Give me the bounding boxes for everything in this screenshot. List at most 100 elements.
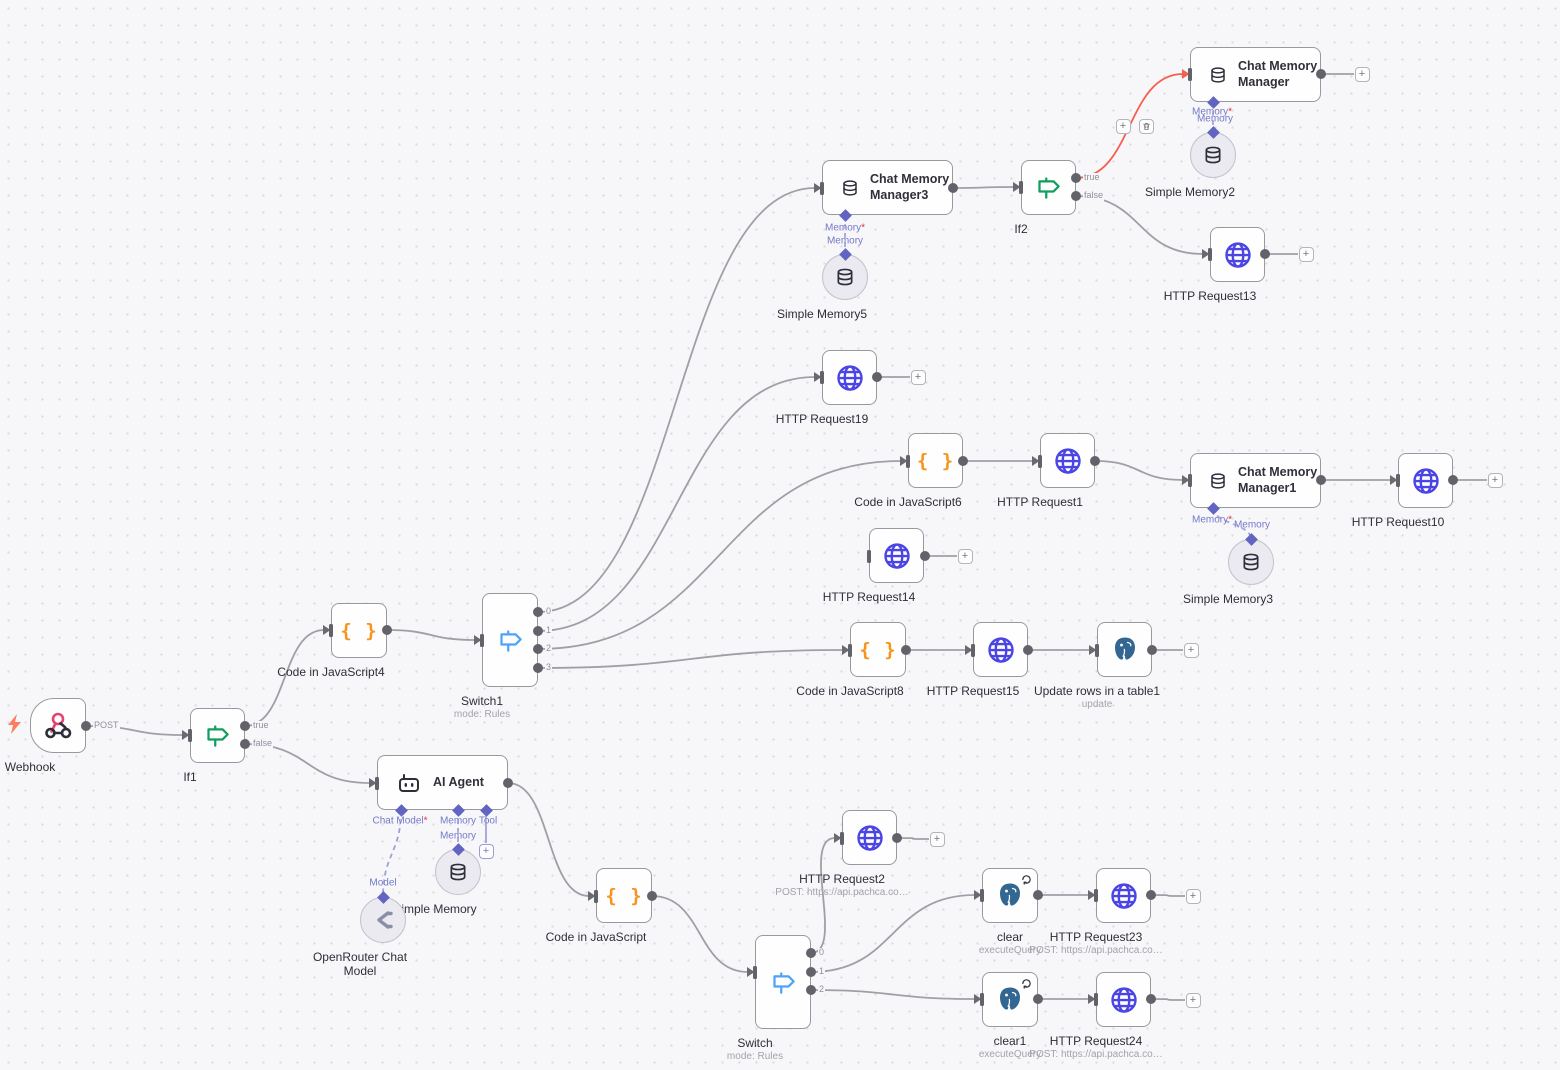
input-port[interactable] (1094, 888, 1098, 902)
input-port[interactable] (1019, 180, 1023, 194)
connection[interactable] (537, 376, 816, 632)
input-port[interactable] (1396, 473, 1400, 487)
output-port[interactable] (920, 551, 930, 561)
output-port[interactable] (1071, 173, 1081, 183)
node-agent-body[interactable]: AI Agent (377, 755, 508, 810)
output-port[interactable] (806, 948, 816, 958)
connection[interactable] (507, 782, 590, 897)
output-port[interactable] (1147, 645, 1157, 655)
connection[interactable] (537, 460, 902, 650)
add-node-button[interactable]: + (929, 831, 945, 847)
add-node-button[interactable]: + (1183, 642, 1199, 658)
input-port[interactable] (906, 454, 910, 468)
input-port[interactable] (820, 181, 824, 195)
input-port[interactable] (1208, 247, 1212, 261)
node-code4-body[interactable]: { } (331, 603, 387, 658)
node-req24-body[interactable] (1096, 972, 1151, 1027)
node-req10-body[interactable] (1398, 453, 1453, 508)
connection[interactable] (810, 894, 976, 973)
input-port[interactable] (980, 888, 984, 902)
node-openrouter-body[interactable] (360, 897, 406, 943)
output-port[interactable] (503, 778, 513, 788)
node-webhook-body[interactable] (30, 698, 86, 753)
connection[interactable] (244, 629, 325, 727)
output-port[interactable] (1090, 456, 1100, 466)
add-node-button[interactable]: + (910, 369, 926, 385)
input-port[interactable] (971, 643, 975, 657)
connection[interactable] (85, 725, 184, 736)
output-port[interactable] (892, 833, 902, 843)
ai-connection[interactable] (1212, 507, 1252, 540)
node-switch1-body[interactable] (482, 593, 538, 687)
output-port[interactable] (1023, 645, 1033, 655)
node-update1-body[interactable] (1097, 622, 1152, 677)
output-port[interactable] (948, 183, 958, 193)
input-port[interactable] (1188, 473, 1192, 487)
output-port[interactable] (1033, 994, 1043, 1004)
connection[interactable] (651, 895, 749, 973)
node-clear1-body[interactable] (982, 972, 1038, 1027)
connection[interactable] (1075, 195, 1204, 255)
node-req14-body[interactable] (869, 528, 924, 583)
connection[interactable] (810, 989, 976, 1000)
node-sm-body[interactable] (435, 849, 481, 895)
node-req13-body[interactable] (1210, 227, 1265, 282)
input-port[interactable] (188, 728, 192, 742)
output-port[interactable] (872, 372, 882, 382)
node-req2-body[interactable] (842, 810, 897, 865)
output-port[interactable] (647, 891, 657, 901)
output-port[interactable] (806, 967, 816, 977)
connection[interactable] (244, 743, 371, 784)
output-port[interactable] (533, 644, 543, 654)
node-cmm3-body[interactable]: Chat Memory Manager3 (822, 160, 953, 215)
output-port[interactable] (1071, 191, 1081, 201)
add-node-button[interactable]: + (1298, 246, 1314, 262)
add-node-button[interactable]: + (1354, 66, 1370, 82)
connection[interactable] (1094, 460, 1184, 481)
connection[interactable] (952, 186, 1015, 189)
output-port[interactable] (1316, 475, 1326, 485)
output-port[interactable] (1448, 475, 1458, 485)
input-port[interactable] (867, 549, 871, 563)
output-port[interactable] (533, 607, 543, 617)
add-tool-button[interactable]: + (478, 843, 494, 859)
node-switch0-body[interactable] (755, 935, 811, 1029)
node-code6-body[interactable]: { } (908, 433, 963, 488)
output-port[interactable] (240, 721, 250, 731)
connection[interactable] (537, 649, 844, 669)
input-port[interactable] (375, 776, 379, 790)
connection[interactable] (810, 837, 836, 954)
node-code8-body[interactable]: { } (850, 622, 906, 677)
node-req15-body[interactable] (973, 622, 1028, 677)
input-port[interactable] (1038, 454, 1042, 468)
output-port[interactable] (1316, 69, 1326, 79)
add-node-button[interactable]: + (1185, 992, 1201, 1008)
add-node-button[interactable]: + (1185, 888, 1201, 904)
delete-connection-button[interactable] (1138, 118, 1154, 134)
input-port[interactable] (329, 623, 333, 637)
output-port[interactable] (1033, 890, 1043, 900)
connection[interactable] (896, 837, 930, 840)
output-port[interactable] (382, 625, 392, 635)
ai-connection[interactable] (382, 809, 402, 898)
node-req1-body[interactable] (1040, 433, 1095, 488)
node-if2-body[interactable] (1021, 160, 1076, 215)
node-sm3-body[interactable] (1228, 539, 1274, 585)
output-port[interactable] (1260, 249, 1270, 259)
node-clear-body[interactable] (982, 868, 1038, 923)
node-cmm-body[interactable]: Chat Memory Manager (1190, 47, 1321, 102)
output-port[interactable] (1146, 890, 1156, 900)
node-req19-body[interactable] (822, 350, 877, 405)
node-if1-body[interactable] (190, 708, 245, 763)
output-port[interactable] (533, 626, 543, 636)
connection[interactable] (1150, 998, 1186, 1001)
output-port[interactable] (533, 663, 543, 673)
node-cmm1-body[interactable]: Chat Memory Manager1 (1190, 453, 1321, 508)
input-port[interactable] (840, 831, 844, 845)
connection[interactable] (537, 187, 816, 613)
input-port[interactable] (1094, 992, 1098, 1006)
add-node-button[interactable]: + (957, 548, 973, 564)
output-port[interactable] (1146, 994, 1156, 1004)
node-req23-body[interactable] (1096, 868, 1151, 923)
